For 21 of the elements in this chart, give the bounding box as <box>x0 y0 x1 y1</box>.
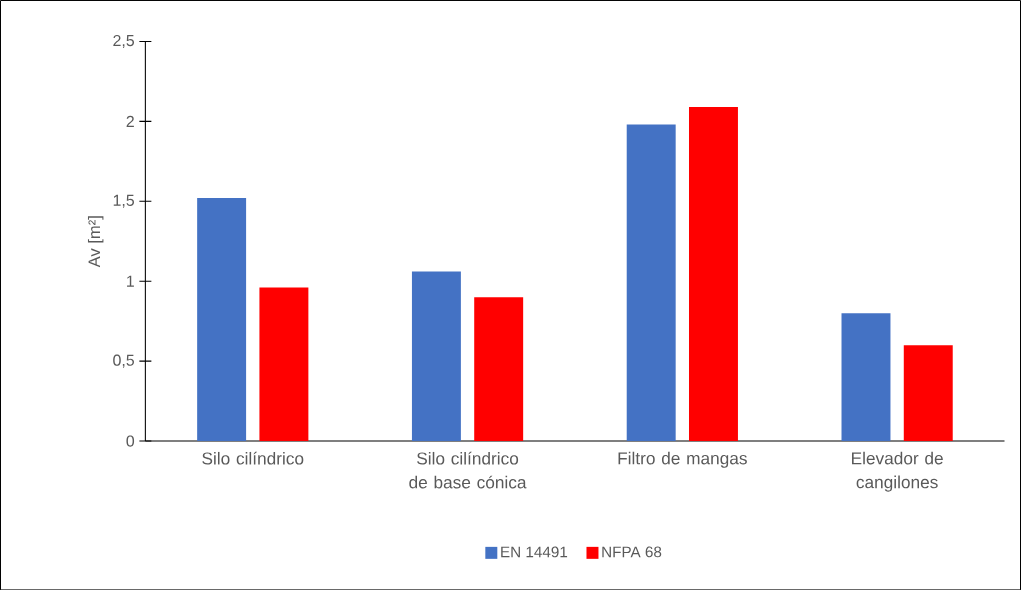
y-tick-label: 0 <box>126 435 135 447</box>
x-tick-label: Silo cilíndrico de base cónica <box>409 451 527 489</box>
bar <box>197 197 247 441</box>
y-axis-title: Av [m²] <box>87 216 104 268</box>
bar <box>689 106 738 441</box>
bar <box>474 297 524 441</box>
bar <box>903 344 953 441</box>
y-tick-label: 1 <box>127 275 134 287</box>
bar <box>841 312 891 441</box>
bar <box>411 271 461 441</box>
legend-label: NFPA 68 <box>602 546 662 558</box>
bar <box>626 124 676 441</box>
y-tick-label: 0,5 <box>113 354 135 368</box>
x-tick-label: Filtro de mangas <box>618 451 747 468</box>
legend-label: EN 14491 <box>501 546 568 558</box>
x-tick-label: Silo cilíndrico <box>202 451 304 465</box>
y-tick-label: 2 <box>126 115 134 127</box>
y-tick-label: 2,5 <box>113 34 135 48</box>
bar <box>259 287 309 441</box>
y-tick-label: 1,5 <box>113 194 135 208</box>
x-tick-label: Elevador de cangilones <box>852 451 943 492</box>
